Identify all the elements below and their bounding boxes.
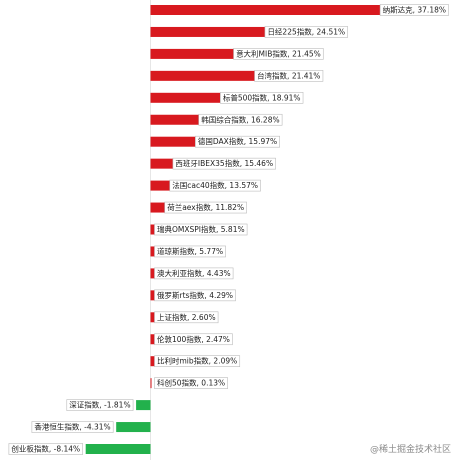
data-label-1: 纳斯达克, 37.18% bbox=[379, 4, 449, 16]
data-label-box-12 bbox=[154, 245, 226, 258]
data-label-15: 上证指数, 2.60% bbox=[154, 311, 219, 324]
data-label-text-12: 道琼斯指数, 5.77% bbox=[157, 246, 223, 256]
bar-19 bbox=[136, 400, 151, 411]
data-label-18: 科创50指数, 0.13% bbox=[154, 377, 228, 389]
data-label-box-1 bbox=[379, 4, 449, 16]
data-label-box-6 bbox=[198, 113, 283, 126]
data-label-box-10 bbox=[164, 201, 247, 214]
data-label-box-15 bbox=[154, 311, 219, 324]
data-label-5: 标普500指数, 18.91% bbox=[220, 92, 304, 104]
data-label-box-2 bbox=[264, 26, 348, 38]
data-label-box-14 bbox=[154, 289, 236, 302]
data-label-2: 日经225指数, 24.51% bbox=[264, 26, 348, 38]
data-label-text-5: 标普500指数, 18.91% bbox=[223, 92, 301, 102]
data-label-text-18: 科创50指数, 0.13% bbox=[157, 378, 225, 388]
data-label-text-10: 荷兰aex指数, 11.82% bbox=[167, 202, 244, 212]
data-label-19: 深证指数, -1.81% bbox=[66, 399, 134, 411]
data-label-box-21 bbox=[8, 443, 83, 455]
data-label-text-14: 俄罗斯rts指数, 4.29% bbox=[157, 290, 233, 300]
data-label-text-1: 纳斯达克, 37.18% bbox=[383, 5, 446, 15]
data-label-text-6: 韩国综合指数, 16.28% bbox=[201, 114, 279, 124]
data-label-box-11 bbox=[154, 223, 248, 236]
data-label-text-11: 瑞典OMXSPI指数, 5.81% bbox=[157, 224, 245, 234]
data-label-box-7 bbox=[195, 135, 280, 148]
data-label-box-16 bbox=[154, 333, 233, 346]
data-label-text-21: 创业板指数, -8.14% bbox=[11, 444, 80, 454]
data-label-6: 韩国综合指数, 16.28% bbox=[198, 113, 283, 126]
bar-2 bbox=[150, 26, 346, 37]
bar-1 bbox=[150, 5, 447, 15]
data-label-text-7: 德国DAX指数, 15.97% bbox=[198, 136, 277, 146]
data-label-box-13 bbox=[154, 267, 234, 280]
data-label-text-20: 香港恒生指数, -4.31% bbox=[34, 422, 110, 432]
bar-4 bbox=[150, 70, 321, 81]
data-label-text-16: 伦敦100指数, 2.47% bbox=[157, 334, 230, 344]
data-label-text-3: 意大利MIB指数, 21.45% bbox=[236, 48, 321, 58]
data-label-10: 荷兰aex指数, 11.82% bbox=[164, 201, 247, 214]
data-label-13: 澳大利亚指数, 4.43% bbox=[154, 267, 234, 280]
data-label-text-19: 深证指数, -1.81% bbox=[69, 400, 130, 410]
data-label-14: 俄罗斯rts指数, 4.29% bbox=[154, 289, 236, 302]
data-label-box-4 bbox=[254, 70, 324, 82]
data-label-4: 台湾指数, 21.41% bbox=[254, 70, 324, 82]
bar-20 bbox=[116, 422, 151, 433]
data-label-text-4: 台湾指数, 21.41% bbox=[257, 70, 320, 80]
data-label-box-19 bbox=[66, 399, 134, 411]
data-label-box-18 bbox=[154, 377, 228, 389]
bar-18 bbox=[150, 378, 152, 389]
data-label-16: 伦敦100指数, 2.47% bbox=[154, 333, 233, 346]
data-label-box-9 bbox=[169, 179, 261, 192]
data-label-17: 比利时mib指数, 2.09% bbox=[154, 355, 241, 368]
data-label-text-15: 上证指数, 2.60% bbox=[157, 312, 216, 322]
data-label-text-17: 比利时mib指数, 2.09% bbox=[157, 356, 237, 366]
data-label-box-20 bbox=[31, 421, 114, 433]
data-label-box-5 bbox=[220, 92, 304, 104]
watermark: @稀土掘金技术社区 bbox=[366, 441, 454, 456]
data-label-11: 瑞典OMXSPI指数, 5.81% bbox=[154, 223, 248, 236]
data-label-8: 西班牙IBEX35指数, 15.46% bbox=[172, 157, 276, 170]
data-label-box-3 bbox=[233, 48, 324, 60]
data-label-20: 香港恒生指数, -4.31% bbox=[31, 421, 114, 433]
bar-21 bbox=[85, 444, 151, 454]
data-label-21: 创业板指数, -8.14% bbox=[8, 443, 83, 455]
data-label-12: 道琼斯指数, 5.77% bbox=[154, 245, 226, 258]
data-label-text-2: 日经225指数, 24.51% bbox=[267, 26, 345, 36]
data-label-text-9: 法国cac40指数, 13.57% bbox=[172, 180, 258, 190]
data-label-box-8 bbox=[172, 157, 276, 170]
data-label-text-8: 西班牙IBEX35指数, 15.46% bbox=[175, 158, 273, 168]
data-label-box-17 bbox=[154, 355, 241, 368]
data-label-text-13: 澳大利亚指数, 4.43% bbox=[157, 268, 231, 278]
data-label-7: 德国DAX指数, 15.97% bbox=[195, 135, 280, 148]
data-label-3: 意大利MIB指数, 21.45% bbox=[233, 48, 324, 60]
data-label-9: 法国cac40指数, 13.57% bbox=[169, 179, 261, 192]
